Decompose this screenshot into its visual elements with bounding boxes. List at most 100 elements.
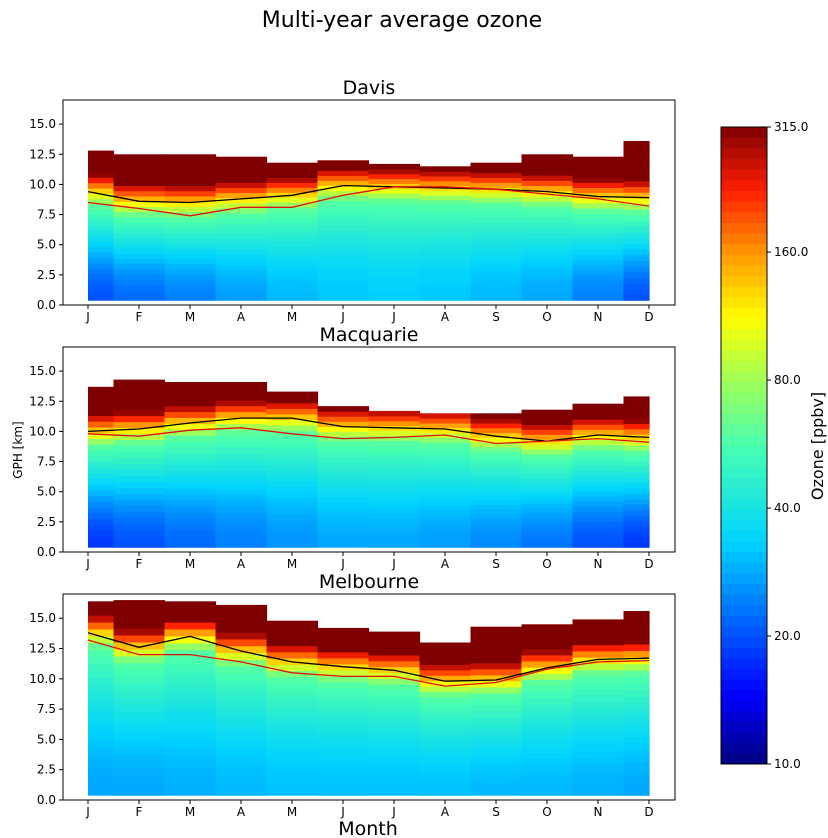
contour-cell: [623, 203, 650, 210]
contour-cell: [572, 439, 625, 446]
contour-cell: [164, 677, 217, 685]
contour-cell: [215, 754, 268, 762]
axes-frame: [62, 593, 676, 801]
colorbar-ticks: 10.0 20.0 40.0 80.0 160.0 315.0: [767, 120, 808, 771]
y-tick-label: 12.5: [29, 394, 56, 408]
contour-cell: [88, 284, 115, 291]
contour-cell: [88, 268, 115, 274]
contour-cell: [215, 423, 268, 430]
contour-cell: [266, 290, 319, 296]
colorbar-band: [721, 615, 767, 627]
contour-cell: [317, 669, 370, 677]
contour-cell: [215, 517, 268, 525]
contour-cell: [368, 212, 421, 219]
contour-cell: [215, 541, 268, 548]
contour-cell: [623, 158, 650, 165]
contour-cell: [266, 707, 319, 715]
colorbar-band: [721, 349, 767, 361]
contour-cell: [266, 241, 319, 247]
contour-cell: [572, 243, 625, 250]
colorbar-tick-label: 80.0: [774, 373, 801, 387]
contour-cell: [88, 225, 115, 232]
x-tick-label: J: [85, 310, 90, 324]
contour-cell: [521, 734, 574, 741]
contour-cell: [215, 774, 268, 783]
contour-cell: [317, 516, 370, 523]
contour-cell: [521, 488, 574, 494]
contour-cell: [164, 635, 217, 644]
contour-cell: [623, 676, 650, 684]
contour-cell: [623, 249, 650, 256]
colorbar-band: [721, 487, 767, 499]
contour-cell: [317, 180, 370, 186]
contour-cell: [164, 684, 217, 692]
contour-cell: [572, 763, 625, 771]
contour-cell: [368, 518, 421, 524]
contour-cell: [470, 162, 523, 169]
contour-cell: [419, 285, 472, 292]
contour-cell: [572, 248, 625, 255]
contour-cell: [419, 713, 472, 720]
contour-cell: [623, 670, 650, 678]
contour-cell: [419, 691, 472, 698]
y-tick-label: 15.0: [29, 117, 56, 131]
contour-cell: [317, 735, 370, 742]
contour-cell: [470, 465, 523, 472]
contour-cell: [572, 172, 625, 178]
colorbar-frame: [720, 126, 768, 765]
contour-cell: [572, 460, 625, 466]
contour-cell: [470, 172, 523, 178]
contour-cell: [266, 391, 319, 398]
contour-cell: [113, 284, 166, 291]
contour-cell: [521, 258, 574, 265]
contour-cell: [88, 294, 115, 301]
contour-cell: [470, 290, 523, 296]
contour-cell: [88, 246, 115, 253]
contour-cell: [521, 493, 574, 499]
y-tick-label: 12.5: [29, 147, 56, 161]
contour-cell: [521, 532, 574, 538]
colorbar-band: [721, 381, 767, 393]
contour-cell: [470, 216, 523, 223]
colorbar-band: [721, 742, 767, 754]
contour-cell: [88, 209, 115, 216]
contour-cell: [88, 601, 115, 609]
x-tick-label: F: [136, 805, 143, 819]
contour-cell: [266, 458, 319, 465]
contour-cell: [88, 484, 115, 491]
contour-cell: [164, 488, 217, 495]
colorbar-band: [721, 180, 767, 192]
contour-cell: [164, 670, 217, 678]
contour-cell: [266, 419, 319, 426]
contour-cell: [368, 246, 421, 253]
contour-cell: [368, 527, 421, 534]
contour-cell: [317, 270, 370, 276]
contour-cell: [623, 775, 650, 783]
contour-cell: [317, 687, 370, 695]
colorbar-band: [721, 360, 767, 372]
contour-cell: [521, 154, 574, 161]
tropopause-line-red: [87, 186, 650, 217]
contour-cell: [164, 405, 217, 413]
panel-title: Melbourne: [319, 571, 419, 593]
contour-cell: [215, 387, 268, 395]
x-tick-label: N: [594, 805, 603, 819]
colorbar-label: Ozone [ppbv]: [808, 392, 827, 500]
contour-cell: [266, 701, 319, 709]
colorbar-band: [721, 710, 767, 722]
contour-cell: [266, 714, 319, 721]
contour-cell: [470, 475, 523, 481]
contour-cell: [368, 730, 421, 738]
contour-cell: [164, 159, 217, 166]
contour-cell: [368, 198, 421, 204]
contour-cell: [113, 718, 166, 727]
contour-cell: [368, 410, 421, 417]
contour-cell: [368, 684, 421, 691]
contour-cell: [88, 746, 115, 755]
contour-cell: [164, 248, 217, 254]
contour-cell: [215, 156, 268, 163]
x-tick-label: O: [542, 805, 551, 819]
contour-cell: [266, 770, 319, 777]
contour-cell: [470, 759, 523, 766]
contour-cell: [623, 401, 650, 408]
